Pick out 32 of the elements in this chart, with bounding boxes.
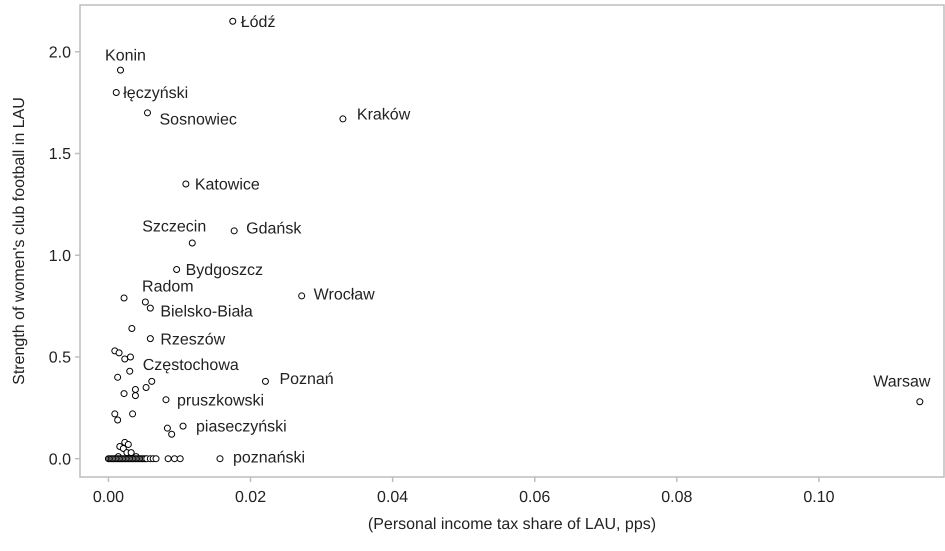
y-axis-title: Strength of women's club football in LAU xyxy=(11,97,28,385)
x-tick-label: 0.08 xyxy=(661,489,693,506)
x-tick-label: 0.10 xyxy=(803,489,835,506)
x-axis-title: (Personal income tax share of LAU, pps) xyxy=(368,516,656,533)
x-tick-label: 0.00 xyxy=(92,489,124,506)
y-tick-label: 1.5 xyxy=(48,146,72,164)
annotation: Konin xyxy=(105,48,146,65)
x-tick-label: 0.04 xyxy=(377,489,408,506)
annotation: Wrocław xyxy=(314,286,376,304)
y-tick-label: 0.5 xyxy=(48,350,72,367)
annotation: Warsaw xyxy=(873,373,931,390)
annotation: Kraków xyxy=(356,106,411,124)
annotation: poznański xyxy=(232,449,306,466)
annotation: Bydgoszcz xyxy=(186,262,264,280)
annotation: Bielsko-Biała xyxy=(160,304,253,321)
y-tick-label: 1.0 xyxy=(48,248,72,265)
annotation: Gdańsk xyxy=(246,220,302,238)
annotation: łęczyński xyxy=(123,85,188,102)
annotation: Łódź xyxy=(240,14,276,31)
y-tick-label: 0.0 xyxy=(48,451,72,468)
annotation: Rzeszów xyxy=(160,331,226,348)
annotation: Katowice xyxy=(194,176,260,194)
x-tick-label: 0.02 xyxy=(234,489,266,506)
annotation: piaseczyński xyxy=(196,418,287,436)
annotation: Radom xyxy=(142,278,194,296)
annotation: Szczecin xyxy=(142,218,206,236)
annotation: Sosnowiec xyxy=(160,111,237,128)
annotation: pruszkowski xyxy=(176,392,264,410)
annotation: Poznań xyxy=(279,370,334,388)
y-tick-label: 2.0 xyxy=(48,44,72,62)
x-tick-label: 0.06 xyxy=(519,489,550,506)
annotation: Częstochowa xyxy=(142,356,239,374)
